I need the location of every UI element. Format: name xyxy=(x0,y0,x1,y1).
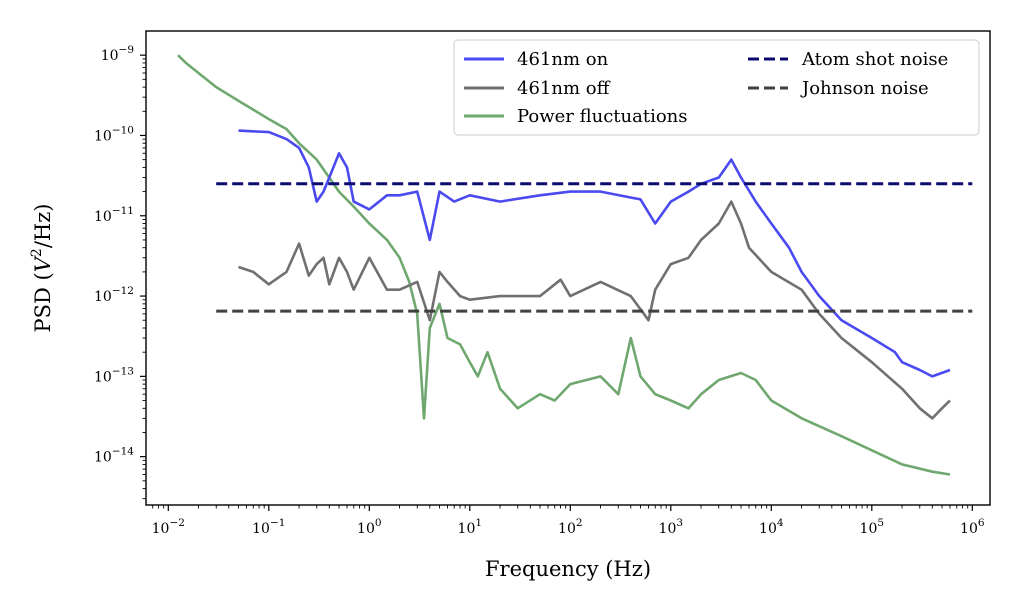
tick-label: 101 xyxy=(458,517,483,537)
legend-label-power-fluctuations: Power fluctuations xyxy=(517,106,688,127)
tick-label: 10−11 xyxy=(94,205,134,225)
tick-label: 10−12 xyxy=(94,285,134,305)
tick-label: 10−14 xyxy=(94,446,134,466)
tick-label: 106 xyxy=(960,517,985,537)
ticks-layer: 10−2 10−1 100 101 102 103 104 105 106 10−14 10−13 1… xyxy=(94,44,985,537)
legend-label-atom-shot-noise: Atom shot noise xyxy=(801,49,948,70)
plot-frame xyxy=(145,30,991,506)
series-461nm-off xyxy=(238,200,951,420)
axes-layer xyxy=(145,30,991,506)
x-axis-label: Frequency (Hz) xyxy=(485,557,651,581)
tick-label: 105 xyxy=(860,517,885,537)
tick-label: 100 xyxy=(357,517,382,537)
legend: 461nm on 461nm off Power fluctuations Atom … xyxy=(453,39,980,136)
tick-label: 102 xyxy=(558,517,583,537)
tick-label: 10−9 xyxy=(101,44,134,64)
tick-label: 10−2 xyxy=(152,517,185,537)
legend-label-johnson-noise: Johnson noise xyxy=(800,78,929,99)
tick-label: 103 xyxy=(659,517,684,537)
tick-label: 10−13 xyxy=(94,365,134,385)
series-layer xyxy=(177,54,973,476)
tick-label: 104 xyxy=(759,517,784,537)
legend-label-461nm-on: 461nm on xyxy=(517,49,609,70)
series-power-fluctuations xyxy=(177,54,951,476)
tick-label: 10−1 xyxy=(252,517,285,537)
legend-frame xyxy=(453,39,980,136)
y-axis-label: PSD (V2/Hz) xyxy=(29,204,55,333)
legend-label-461nm-off: 461nm off xyxy=(517,78,611,99)
tick-label: 10−10 xyxy=(94,124,134,144)
series-461nm-on xyxy=(238,129,951,378)
